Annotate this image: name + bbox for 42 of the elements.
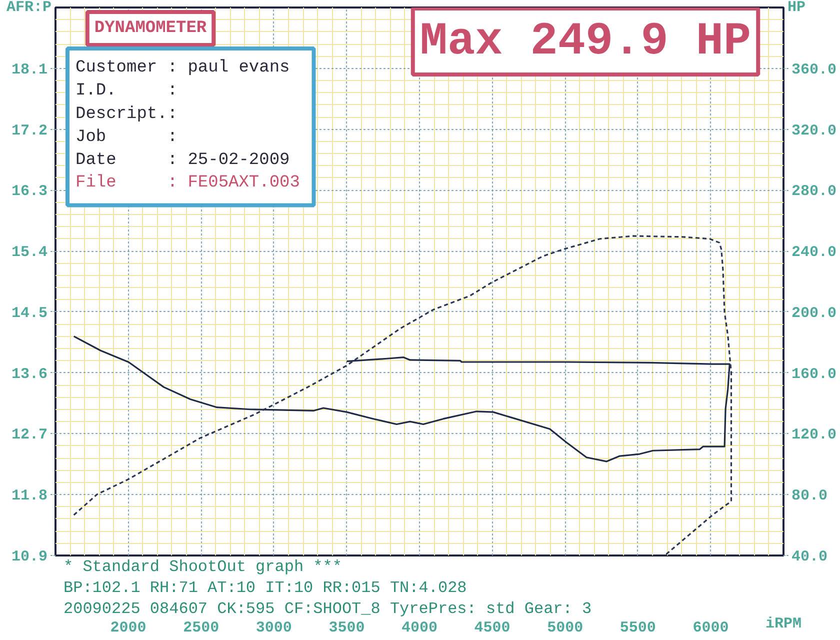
y2-axis-title: HP	[788, 0, 806, 16]
y-tick-label: 14.5	[11, 304, 48, 322]
annotation: Descript.:	[76, 104, 178, 124]
annotation: Customer : paul evans	[76, 58, 290, 78]
annotation: Date : 25-02-2009	[76, 151, 290, 170]
x-tick-label: 3000	[256, 620, 292, 636]
y-tick-label: 15.4	[11, 244, 48, 262]
y2-tick-label: 160.0	[792, 366, 837, 383]
text: 20090225 084607 CK:595 CF:SHOOT_8 TyrePres: std Gear: 3	[64, 600, 592, 618]
annotation: Job :	[76, 128, 178, 148]
line-series	[73, 235, 732, 556]
x-tick-label: 6000	[692, 620, 729, 636]
x-tick-label: 2000	[110, 620, 146, 636]
y-tick-label: 12.7	[11, 426, 48, 444]
y2-tick-label: 40.0	[792, 548, 828, 566]
y-tick-label: 18.1	[11, 61, 48, 78]
y-tick-label: 11.8	[11, 488, 48, 505]
x-tick-label: 2500	[183, 620, 220, 636]
annotation: I.D. :	[76, 82, 178, 101]
text: BP:102.1 RH:71 AT:10 IT:10 RR:015 TN:4.028	[64, 579, 467, 597]
y2-tick-label: 240.0	[792, 244, 837, 262]
text: DYNAMOMETER	[94, 19, 208, 38]
x-tick-label: 5500	[620, 620, 656, 636]
x-tick-label: 4000	[401, 620, 438, 636]
x-tick-label: 3500	[328, 620, 365, 636]
y-tick-label: 13.6	[11, 366, 48, 383]
y2-tick-label: 120.0	[792, 426, 837, 444]
y2-tick-label: 320.0	[792, 122, 837, 140]
y-tick-label: 10.9	[11, 548, 48, 566]
y2-tick-label: 200.0	[792, 304, 837, 322]
x-tick-label: 4500	[474, 620, 510, 636]
y2-tick-label: 360.0	[792, 61, 837, 78]
annotation: File : FE05AXT.003	[76, 174, 300, 192]
text: * Standard ShootOut graph ***	[64, 558, 342, 576]
x-axis-title: iRPM	[765, 616, 802, 632]
chart-subtitle: Max 249.9 HP	[420, 16, 752, 68]
y2-tick-label: 280.0	[792, 183, 837, 200]
y-tick-label: 16.3	[11, 183, 48, 200]
y2-tick-label: 80.0	[792, 488, 828, 505]
y-tick-label: 17.2	[11, 122, 48, 140]
x-tick-label: 5000	[547, 620, 584, 636]
y-axis-title: AFR:P	[6, 0, 52, 16]
